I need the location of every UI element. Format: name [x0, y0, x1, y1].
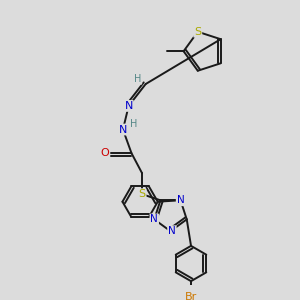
Text: N: N — [150, 214, 158, 224]
Text: N: N — [168, 226, 176, 236]
Text: H: H — [134, 74, 141, 84]
Text: N: N — [119, 124, 127, 134]
Text: N: N — [177, 195, 184, 205]
Text: O: O — [100, 148, 109, 158]
Text: H: H — [130, 119, 137, 129]
Text: S: S — [139, 189, 145, 199]
Text: Br: Br — [185, 292, 197, 300]
Text: S: S — [194, 27, 201, 37]
Text: N: N — [124, 101, 133, 111]
